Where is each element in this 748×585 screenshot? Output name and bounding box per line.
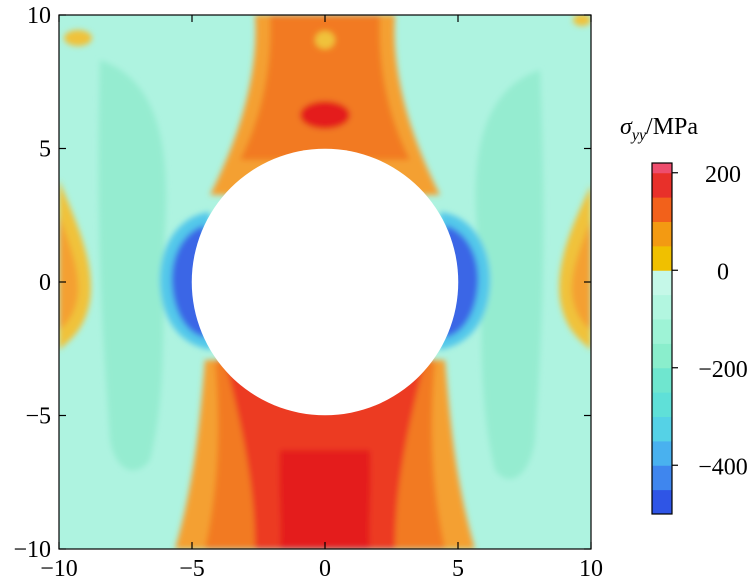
tension-side-left-core bbox=[59, 215, 79, 330]
tension-top-peak bbox=[300, 101, 350, 129]
y-tick-label: 10 bbox=[27, 3, 51, 29]
colorbar-band bbox=[652, 270, 672, 296]
colorbar-tick-label: −400 bbox=[698, 454, 748, 480]
low-compression-left bbox=[98, 60, 167, 471]
x-tick-label: −5 bbox=[179, 556, 205, 582]
colorbar-band bbox=[652, 245, 672, 271]
colorbar-tick-label: 0 bbox=[717, 259, 729, 285]
colorbar-title-subscript: yy bbox=[630, 127, 647, 144]
low-compression-right bbox=[475, 70, 544, 479]
colorbar-band bbox=[652, 343, 672, 369]
colorbar-title: σyy/MPa bbox=[620, 114, 698, 144]
circular-hole bbox=[191, 148, 459, 416]
colorbar-band bbox=[652, 465, 672, 491]
corner-spot-top-right bbox=[573, 15, 591, 26]
colorbar-tick-label: −200 bbox=[698, 357, 748, 383]
x-tick-label: 0 bbox=[319, 556, 331, 582]
colorbar: σyy/MPa 200 0 −200 −400 bbox=[620, 114, 748, 515]
colorbar-band bbox=[652, 221, 672, 247]
contour-plot-area bbox=[59, 15, 591, 549]
colorbar-band bbox=[652, 163, 672, 174]
colorbar-band bbox=[652, 367, 672, 393]
colorbar-title-unit: /MPa bbox=[646, 114, 698, 140]
x-tick-label: −10 bbox=[40, 556, 78, 582]
x-tick-label: 5 bbox=[452, 556, 464, 582]
corner-spot-top-left bbox=[64, 30, 92, 46]
colorbar-tick-label: 200 bbox=[705, 162, 741, 188]
colorbar-band bbox=[652, 197, 672, 222]
colorbar-band bbox=[652, 440, 672, 466]
colorbar-title-symbol: σ bbox=[620, 114, 633, 140]
colorbar-band bbox=[652, 294, 672, 320]
y-tick-label: −5 bbox=[25, 404, 51, 430]
y-tick-label: 5 bbox=[39, 137, 51, 163]
colorbar-ticks: 200 0 −200 −400 bbox=[672, 162, 748, 480]
tension-top-mid bbox=[240, 15, 410, 160]
tension-side-right-core bbox=[571, 220, 591, 330]
colorbar-band bbox=[652, 319, 672, 344]
colorbar-band bbox=[652, 489, 672, 515]
colorbar-bands bbox=[652, 163, 672, 515]
y-tick-label: 0 bbox=[39, 270, 51, 296]
x-tick-label: 10 bbox=[579, 556, 603, 582]
colorbar-band bbox=[652, 416, 672, 442]
tension-top-yellow-spot bbox=[315, 31, 335, 49]
colorbar-band bbox=[652, 392, 672, 417]
y-axis-ticks: −10 −5 0 5 10 bbox=[13, 3, 591, 563]
tension-bottom-peak bbox=[279, 450, 371, 549]
colorbar-frame bbox=[651, 162, 673, 515]
colorbar-band bbox=[652, 172, 672, 198]
x-axis-ticks: −10 −5 0 5 10 bbox=[40, 15, 603, 582]
y-tick-label: −10 bbox=[13, 537, 51, 563]
